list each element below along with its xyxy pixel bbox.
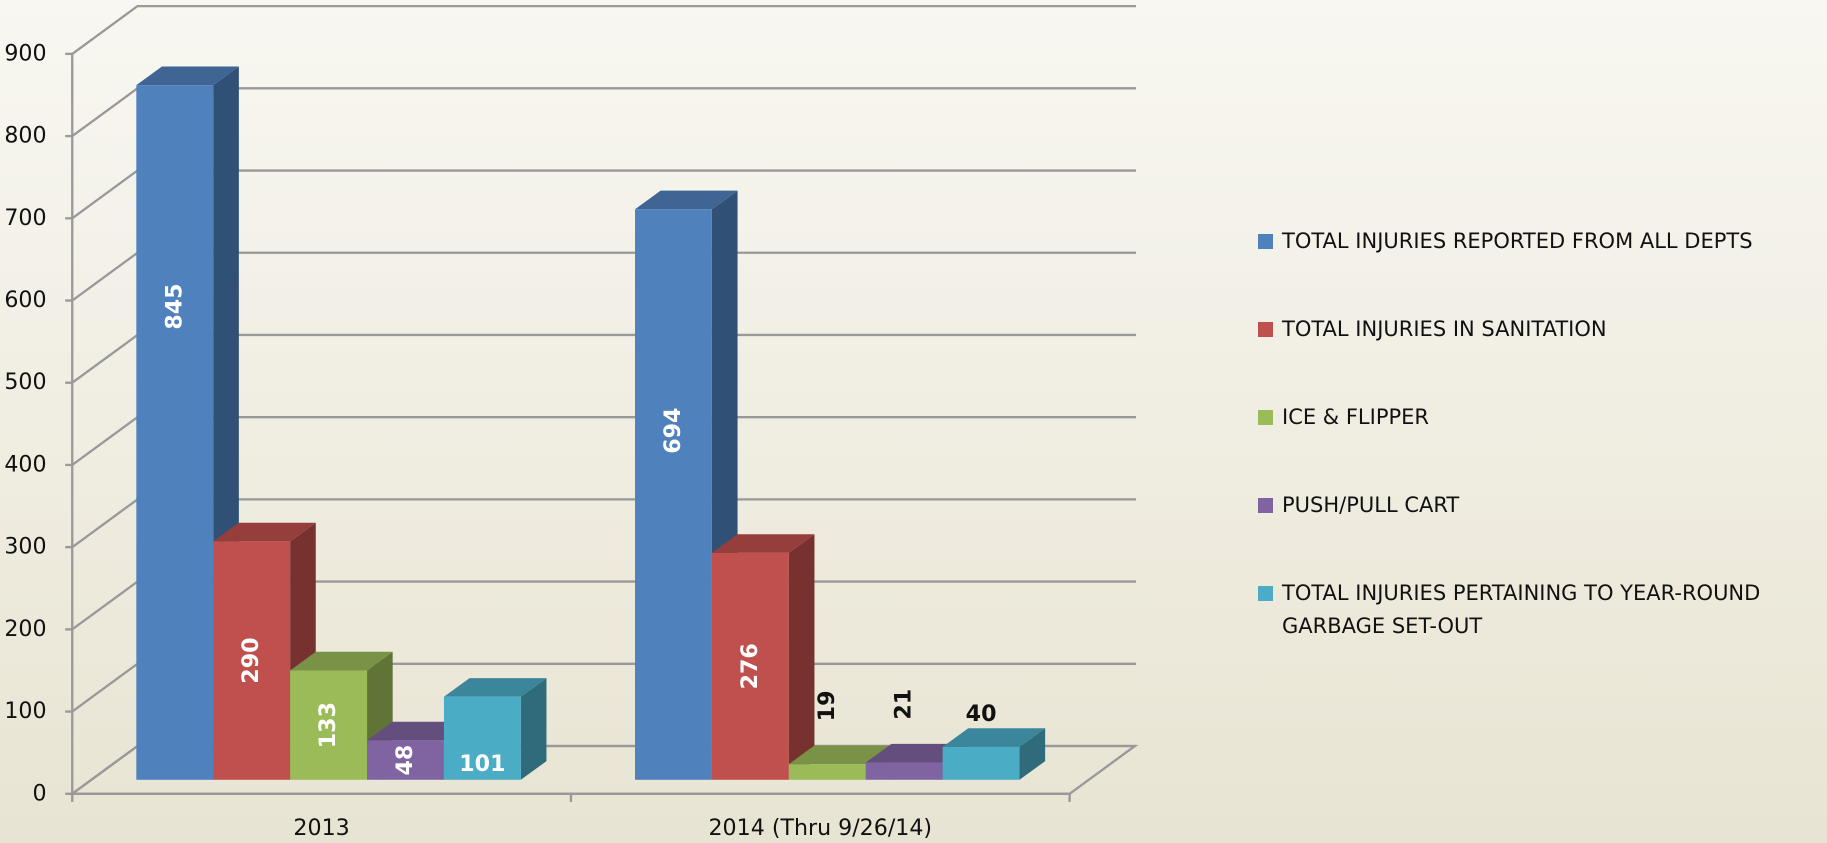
legend-label: PUSH/PULL CART	[1282, 493, 1460, 517]
legend-swatch	[1258, 586, 1273, 601]
bar	[367, 740, 444, 780]
legend: TOTAL INJURIES REPORTED FROM ALL DEPTS TO…	[1258, 225, 1818, 698]
x-tick-label: 2014 (Thru 9/26/14)	[708, 815, 932, 841]
bar-side	[520, 678, 547, 780]
y-tick-label: 900	[4, 40, 46, 66]
y-tick-label: 800	[4, 123, 46, 149]
y-tick-label: 700	[4, 205, 46, 231]
data-label: 694	[660, 408, 686, 454]
x-tick-label: 2013	[293, 815, 349, 841]
bar-top	[213, 522, 316, 542]
bar	[635, 209, 712, 780]
bar-top	[443, 678, 547, 697]
bar-side	[1019, 728, 1046, 780]
legend-swatch	[1258, 234, 1273, 249]
data-label: 19	[814, 691, 840, 722]
bar-top	[290, 651, 393, 671]
y-tick-label: 600	[4, 287, 46, 313]
data-label: 21	[891, 689, 917, 720]
bar	[443, 696, 521, 780]
data-label: 290	[238, 637, 264, 683]
y-tick-label: 300	[4, 534, 46, 560]
y-tick-label: 200	[4, 616, 46, 642]
y-tick-label: 0	[33, 780, 47, 806]
legend-item: TOTAL INJURIES REPORTED FROM ALL DEPTS	[1258, 225, 1818, 258]
legend-item: TOTAL INJURIES IN SANITATION	[1258, 313, 1818, 346]
bar	[290, 670, 368, 780]
grid-line	[71, 4, 1137, 55]
legend-label: TOTAL INJURIES IN SANITATION	[1282, 317, 1607, 341]
bar	[711, 552, 789, 780]
data-label: 48	[392, 745, 418, 776]
bar-top	[942, 728, 1046, 747]
bar	[865, 762, 943, 780]
bar-top	[788, 745, 892, 765]
bar	[942, 746, 1020, 780]
bar	[136, 85, 214, 780]
bar-top	[635, 190, 738, 210]
bar-top	[711, 534, 815, 553]
y-tick-label: 400	[4, 451, 46, 477]
legend-swatch	[1258, 498, 1273, 513]
legend-item: ICE & FLIPPER	[1258, 401, 1818, 434]
bar	[213, 541, 291, 780]
legend-item: PUSH/PULL CART	[1258, 489, 1818, 522]
legend-swatch	[1258, 322, 1273, 337]
y-tick-label: 100	[4, 698, 46, 724]
bar-side	[788, 534, 815, 780]
y-tick-label: 500	[4, 369, 46, 395]
bar-top	[136, 66, 239, 86]
data-label: 133	[315, 702, 341, 748]
data-label: 40	[966, 701, 997, 727]
bar	[788, 764, 866, 780]
legend-swatch	[1258, 410, 1273, 425]
legend-item: TOTAL INJURIES PERTAINING TO YEAR-ROUND …	[1258, 577, 1818, 643]
legend-label: TOTAL INJURIES PERTAINING TO YEAR-ROUND …	[1282, 581, 1761, 638]
legend-label: ICE & FLIPPER	[1282, 405, 1430, 429]
data-label: 276	[737, 643, 763, 689]
data-label: 101	[459, 751, 505, 777]
data-label: 845	[161, 283, 187, 329]
legend-label: TOTAL INJURIES REPORTED FROM ALL DEPTS	[1282, 229, 1753, 253]
